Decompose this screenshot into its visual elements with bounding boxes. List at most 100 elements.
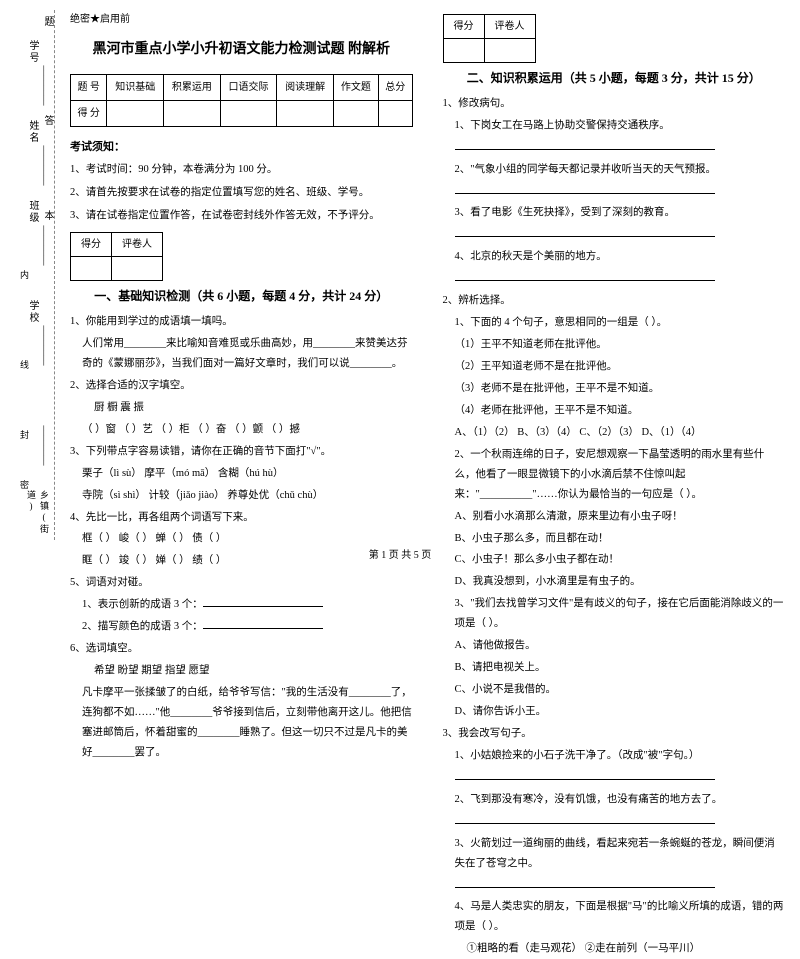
table-row: 得 分 [71,100,413,126]
s2-q2-3d: D、请你告诉小王。 [443,702,786,722]
fold-label-2: 线 [18,360,31,369]
th-sec1: 知识基础 [107,74,164,100]
td-blank [333,100,378,126]
s2-q1: 1、修改病句。 [443,94,786,114]
s2-q1-3: 3、看了电影《生死抉择》，受到了深刻的教育。 [443,203,786,223]
s2-q2-3c: C、小说不是我借的。 [443,680,786,700]
s2-q2-d: （4）老师在批评他，王平不是不知道。 [443,401,786,421]
answer-line [455,768,715,780]
fold-label-3: 封 [18,430,31,439]
fold-label-4: 密 [18,480,31,489]
margin-label-class: 班级 [25,200,40,224]
notice-list: 1、考试时间：90 分钟，本卷满分为 100 分。 2、请首先按要求在试卷的指定… [70,160,413,226]
fill-line-1: ________ [35,66,46,106]
fill-line-5: ________ [35,426,46,466]
section-score-box-2: 得分 评卷人 [443,14,786,63]
q3-row2: 寺院（sì shì） 计较（jiǎo jiào） 养尊处优（chǔ chù） [70,486,413,506]
answer-line [455,812,715,824]
s2-q1-4: 4、北京的秋天是个美丽的地方。 [443,247,786,267]
notice-title: 考试须知： [70,137,413,158]
blank [203,595,323,607]
th-sec2: 积累运用 [164,74,221,100]
s2-q2-2d: D、我真没想到，小水滴里是有虫子的。 [443,572,786,592]
td-blank [107,100,164,126]
th-total: 总分 [378,74,412,100]
q4: 4、先比一比，再各组两个词语写下来。 [70,508,413,528]
notice-item: 3、请在试卷指定位置作答，在试卷密封线外作答无效，不予评分。 [70,206,413,226]
score-summary-table: 题 号 知识基础 积累运用 口语交际 阅读理解 作文题 总分 得 分 [70,74,413,127]
th-sec3: 口语交际 [220,74,277,100]
left-column: 绝密★启用前 黑河市重点小学小升初语文能力检测试题 附解析 题 号 知识基础 积… [55,10,428,540]
s2-q2-3b: B、请把电视关上。 [443,658,786,678]
notice-item: 2、请首先按要求在试卷的指定位置填写您的姓名、班级、学号。 [70,183,413,203]
margin-label-name: 姓名 [25,120,40,144]
s2-q2-3: 3、"我们去找曾学习文件"是有歧义的句子，接在它后面能消除歧义的一项是（ ）。 [443,594,786,634]
answer-line [455,225,715,237]
s2-q2-2a: A、别看小水滴那么清澈，原来里边有小虫子呀！ [443,507,786,527]
s2-q2-intro: 1、下面的 4 个句子，意思相同的一组是（ ）。 [443,313,786,333]
fill-line-4: ________ [35,326,46,366]
q5-2: 2、描写颜色的成语 3 个： [70,617,413,637]
s2-q3-4: 4、马是人类忠实的朋友，下面是根据"马"的比喻义所填的成语，错的两项是（ ）。 [443,897,786,937]
binding-margin: 题 学号 ________ 姓名 答 ________ 班级 本 _______… [0,10,55,540]
margin-hint3: 本 [40,210,55,222]
notice-item: 1、考试时间：90 分钟，本卷满分为 100 分。 [70,160,413,180]
answer-line [455,269,715,281]
q6-body: 凡卡摩平一张揉皱了的白纸，给爷爷写信："我的生活没有________了，连狗都不… [70,683,413,763]
scorebox-grader: 评卷人 [484,15,535,39]
td-blank [277,100,334,126]
fold-label-1: 内 [18,270,31,279]
page-footer: 第 1 页 共 5 页 [0,546,800,561]
page-container: 题 学号 ________ 姓名 答 ________ 班级 本 _______… [0,0,800,540]
s2-q3-4a: ①粗略的看（走马观花） ②走在前列（一马平川） [443,939,786,959]
th-num: 题 号 [71,74,107,100]
s2-q2-b: （2）王平知道老师不是在批评他。 [443,357,786,377]
q5-1-text: 1、表示创新的成语 3 个： [82,599,203,610]
s2-q2-c: （3）老师不是在批评他，王平不是不知道。 [443,379,786,399]
margin-hint: 题 [40,16,55,28]
s2-q2-3a: A、请他做报告。 [443,636,786,656]
td-blank [220,100,277,126]
q3-row1: 栗子（lì sù） 摩平（mó mā） 含糊（hú hù） [70,464,413,484]
td-blank [378,100,412,126]
s2-q2-opts: A、（1）（2） B、（3）（4） C、（2）（3） D、（1）（4） [443,423,786,443]
secret-mark: 绝密★启用前 [70,10,413,29]
fill-line-2: ________ [35,146,46,186]
section-1-title: 一、基础知识检测（共 6 小题，每题 4 分，共计 24 分） [70,285,413,308]
margin-label-town: 乡镇(街道) [25,490,51,540]
q5: 5、词语对对碰。 [70,573,413,593]
answer-line [455,876,715,888]
q2-row2: （ ）窗 （ ）艺 （ ）柜 （ ）奋 （ ）颤 （ ）撼 [70,420,413,440]
th-sec4: 阅读理解 [277,74,334,100]
td-blank [164,100,221,126]
fill-line-3: ________ [35,226,46,266]
scorebox-grader: 评卷人 [112,233,163,257]
s2-q1-1: 1、下岗女工在马路上协助交警保持交通秩序。 [443,116,786,136]
q2: 2、选择合适的汉字填空。 [70,376,413,396]
scorebox-score: 得分 [71,233,112,257]
th-sec5: 作文题 [333,74,378,100]
paper-title: 黑河市重点小学小升初语文能力检测试题 附解析 [70,37,413,64]
margin-hint2: 答 [40,115,55,127]
margin-label-school: 学校 [25,300,40,324]
s2-q3-2: 2、飞到那没有寒冷，没有饥饿，也没有痛苦的地方去了。 [443,790,786,810]
q1: 1、你能用到学过的成语填一填吗。 [70,312,413,332]
margin-label-id: 学号 [25,40,40,64]
scorebox-score: 得分 [443,15,484,39]
s2-q2: 2、辨析选择。 [443,291,786,311]
q3: 3、下列带点字容易读错，请你在正确的音节下面打"√"。 [70,442,413,462]
q5-2-text: 2、描写颜色的成语 3 个： [82,621,203,632]
s2-q3: 3、我会改写句子。 [443,724,786,744]
s2-q1-2: 2、"气象小组的同学每天都记录并收听当天的天气预报。 [443,160,786,180]
s2-q3-3: 3、火箭划过一道绚丽的曲线，看起来宛若一条蜿蜒的苍龙，瞬间便消失在了苍穹之中。 [443,834,786,874]
q2-row1: 厨 橱 震 振 [70,398,413,418]
s2-q2-2: 2、一个秋雨连绵的日子，安尼想观察一下晶莹透明的雨水里有些什么，他看了一眼显微镜… [443,445,786,505]
blank [203,617,323,629]
table-row: 题 号 知识基础 积累运用 口语交际 阅读理解 作文题 总分 [71,74,413,100]
section-score-box: 得分 评卷人 [70,232,413,281]
q6-words: 希望 盼望 期望 指望 愿望 [70,661,413,681]
q1-body: 人们常用________来比喻知音难觅或乐曲高妙，用________来赞美达芬奇… [70,334,413,374]
s2-q3-1: 1、小姑娘捡来的小石子洗干净了。（改成"被"字句。） [443,746,786,766]
answer-line [455,138,715,150]
q6: 6、选词填空。 [70,639,413,659]
